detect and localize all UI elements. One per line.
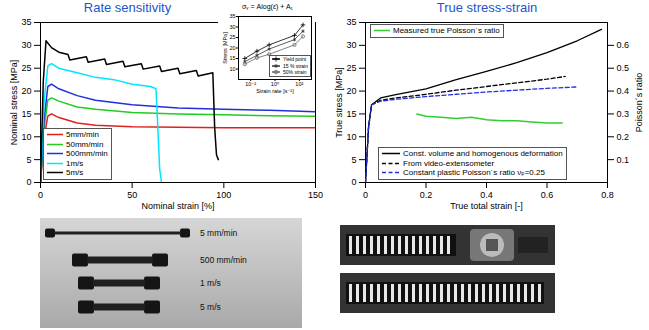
svg-text:15: 15 <box>21 109 31 119</box>
svg-text:25: 25 <box>346 63 356 73</box>
html-text:Constant plastic Poisson´s rat: Constant plastic Poisson´s ratio νₚ=0.25 <box>403 168 545 177</box>
svg-text:100: 100 <box>216 190 231 200</box>
svg-text:0.5: 0.5 <box>617 63 630 73</box>
html-text:50mm/min: 50mm/min <box>66 139 104 149</box>
svg-text:30: 30 <box>21 40 31 50</box>
svg-text:0: 0 <box>351 177 356 187</box>
svg-text:10: 10 <box>346 132 356 142</box>
svg-text:35: 35 <box>21 17 31 27</box>
svg-text:1 m/s: 1 m/s <box>200 278 221 288</box>
svg-text:35: 35 <box>346 17 356 27</box>
svg-text:0.6: 0.6 <box>541 190 554 200</box>
html-text:Rate sensitivity: Rate sensitivity <box>83 0 172 15</box>
svg-text:Strain rate [s⁻¹]: Strain rate [s⁻¹] <box>256 88 294 94</box>
svg-text:Nominal stress [MPa]: Nominal stress [MPa] <box>9 60 19 146</box>
svg-text:30: 30 <box>229 24 235 30</box>
svg-text:10⁰: 10⁰ <box>271 81 280 87</box>
html-text:500mm/min: 500mm/min <box>66 149 108 158</box>
svg-text:25: 25 <box>229 34 235 40</box>
svg-text:0.4: 0.4 <box>480 190 493 200</box>
svg-text:20: 20 <box>229 45 235 51</box>
svg-text:0.8: 0.8 <box>601 190 614 200</box>
svg-text:15: 15 <box>229 55 235 61</box>
html-text:Measured true Poisson´s ratio: Measured true Poisson´s ratio <box>393 26 500 35</box>
svg-text:0: 0 <box>26 177 31 187</box>
html-text:Const. volume and homogenous d: Const. volume and homogenous deformation <box>403 149 563 158</box>
svg-text:0.3: 0.3 <box>617 109 630 119</box>
html-text:True stress-strain: True stress-strain <box>436 0 538 15</box>
html-text:5mm/min: 5mm/min <box>66 130 99 139</box>
svg-text:5 mm/min: 5 mm/min <box>200 228 238 238</box>
html-text:15 % strain: 15 % strain <box>283 62 308 69</box>
svg-text:0.2: 0.2 <box>617 132 630 142</box>
html-text:Yield point: Yield point <box>283 56 307 62</box>
svg-text:10⁻²: 10⁻² <box>245 81 256 87</box>
svg-text:0: 0 <box>363 190 368 200</box>
svg-text:500 mm/min: 500 mm/min <box>200 255 247 265</box>
svg-text:0.4: 0.4 <box>617 86 630 96</box>
html-text:5m/s: 5m/s <box>66 168 84 177</box>
svg-text:20: 20 <box>21 86 31 96</box>
svg-text:15: 15 <box>346 109 356 119</box>
svg-text:5: 5 <box>26 155 31 165</box>
svg-text:5 m/s: 5 m/s <box>200 302 221 312</box>
svg-text:0.1: 0.1 <box>617 155 630 165</box>
svg-text:10: 10 <box>229 66 235 72</box>
svg-text:5: 5 <box>351 155 356 165</box>
svg-text:True stress [MPa]: True stress [MPa] <box>334 67 344 138</box>
svg-text:0.6: 0.6 <box>617 40 630 50</box>
html-text:σᵧ = Alog(ε̇) + A₁: σᵧ = Alog(ε̇) + A₁ <box>242 3 293 10</box>
svg-text:Stress [MPa]: Stress [MPa] <box>222 32 228 64</box>
svg-text:20: 20 <box>346 86 356 96</box>
html-text:From video-extensometer: From video-extensometer <box>403 158 495 168</box>
svg-text:35: 35 <box>229 13 235 19</box>
svg-text:150: 150 <box>308 190 323 200</box>
html-text:1m/s: 1m/s <box>66 158 84 168</box>
svg-text:Poisson´s ratio: Poisson´s ratio <box>634 73 644 133</box>
html-text:50% strain: 50% strain <box>283 69 307 75</box>
svg-text:0.2: 0.2 <box>420 190 433 200</box>
svg-text:25: 25 <box>21 63 31 73</box>
svg-text:10: 10 <box>21 132 31 142</box>
svg-text:True total strain [-]: True total strain [-] <box>450 201 523 211</box>
svg-text:10²: 10² <box>295 81 303 87</box>
svg-text:Nominal strain [%]: Nominal strain [%] <box>141 201 214 211</box>
svg-text:50: 50 <box>127 190 137 200</box>
svg-text:0: 0 <box>38 190 43 200</box>
svg-text:30: 30 <box>346 40 356 50</box>
